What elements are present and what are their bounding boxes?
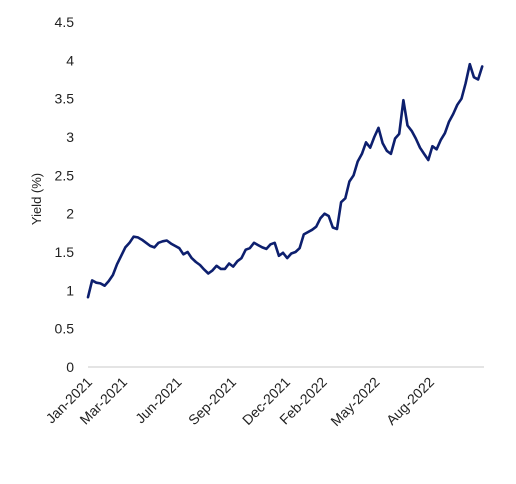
x-tick-label: Aug-2022 bbox=[383, 374, 437, 428]
y-tick-label: 1.5 bbox=[55, 244, 75, 260]
x-tick-label: May-2022 bbox=[327, 374, 382, 429]
y-tick-label: 0.5 bbox=[55, 321, 75, 337]
y-tick-label: 1 bbox=[66, 282, 74, 298]
x-tick-label: Jun-2021 bbox=[132, 374, 185, 427]
y-tick-label: 3 bbox=[66, 129, 74, 145]
y-tick-label: 4.5 bbox=[55, 14, 75, 30]
y-tick-label: 2 bbox=[66, 206, 74, 222]
y-axis-title: Yield (%) bbox=[29, 173, 44, 225]
y-axis-tick-labels: 0 0.5 1 1.5 2 2.5 3 3.5 4 4.5 bbox=[55, 14, 75, 375]
y-tick-label: 3.5 bbox=[55, 91, 75, 107]
y-tick-label: 0 bbox=[66, 359, 74, 375]
x-tick-label: Sep-2021 bbox=[185, 374, 239, 428]
y-tick-label: 2.5 bbox=[55, 167, 75, 183]
yield-series-line bbox=[86, 62, 484, 299]
y-tick-label: 4 bbox=[66, 52, 74, 68]
